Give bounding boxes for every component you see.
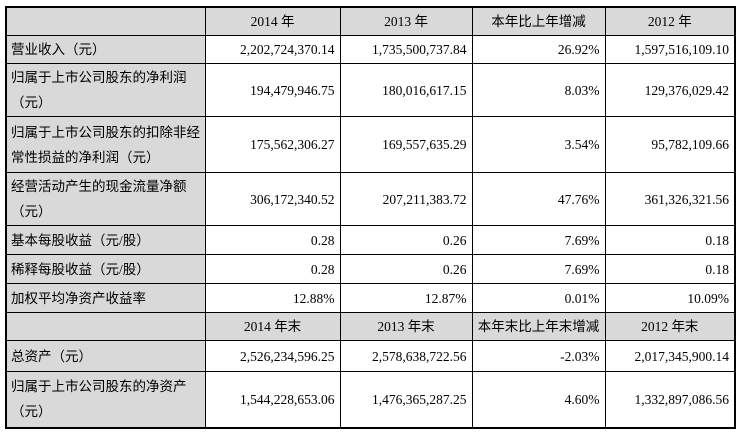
header-empty xyxy=(5,312,206,341)
cell-2014: 175,562,306.27 xyxy=(204,116,341,173)
cell-change: -2.03% xyxy=(471,340,606,372)
table-row-operating-cash-flow: 经营活动产生的现金流量净额（元） 306,172,340.52 207,211,… xyxy=(5,172,736,226)
cell-2013: 180,016,617.15 xyxy=(339,63,473,117)
table-row-basic-eps: 基本每股收益（元/股） 0.28 0.26 7.69% 0.18 xyxy=(5,225,736,255)
header-empty xyxy=(5,6,206,36)
cell-change: 4.60% xyxy=(471,371,606,428)
cell-change: 7.69% xyxy=(471,254,606,284)
cell-2012: 129,376,029.42 xyxy=(604,63,736,117)
header-row-year-end: 2014 年末 2013 年末 本年末比上年末增减 2012 年末 xyxy=(5,312,736,341)
row-label: 稀释每股收益（元/股） xyxy=(5,254,206,284)
header-2013-end: 2013 年末 xyxy=(339,312,473,341)
cell-2014: 1,544,228,653.06 xyxy=(204,371,341,428)
header-yoy-change: 本年比上年增减 xyxy=(471,6,606,36)
header-2012: 2012 年 xyxy=(604,6,736,36)
header-2014-end: 2014 年末 xyxy=(204,312,341,341)
cell-change: 7.69% xyxy=(471,225,606,255)
cell-2013: 207,211,383.72 xyxy=(339,172,473,226)
cell-2012: 0.18 xyxy=(604,254,736,284)
cell-2013: 0.26 xyxy=(339,254,473,284)
row-label: 加权平均净资产收益率 xyxy=(5,283,206,313)
cell-2012: 1,332,897,086.56 xyxy=(604,371,736,428)
cell-2013: 1,476,365,287.25 xyxy=(339,371,473,428)
table-row-diluted-eps: 稀释每股收益（元/股） 0.28 0.26 7.69% 0.18 xyxy=(5,254,736,284)
row-label: 归属于上市公司股东的净资产（元） xyxy=(5,371,206,428)
cell-2014: 0.28 xyxy=(204,254,341,284)
cell-2012: 10.09% xyxy=(604,283,736,313)
cell-2012: 95,782,109.66 xyxy=(604,116,736,173)
header-row-annual: 2014 年 2013 年 本年比上年增减 2012 年 xyxy=(5,6,736,36)
row-label: 归属于上市公司股东的净利润（元） xyxy=(5,63,206,117)
table-row-revenue: 营业收入（元） 2,202,724,370.14 1,735,500,737.8… xyxy=(5,35,736,64)
table-row-net-assets: 归属于上市公司股东的净资产（元） 1,544,228,653.06 1,476,… xyxy=(5,371,736,428)
cell-2014: 12.88% xyxy=(204,283,341,313)
cell-2014: 2,526,234,596.25 xyxy=(204,340,341,372)
cell-2014: 2,202,724,370.14 xyxy=(204,35,341,64)
cell-change: 47.76% xyxy=(471,172,606,226)
cell-2012: 0.18 xyxy=(604,225,736,255)
header-2013: 2013 年 xyxy=(339,6,473,36)
table-row-net-profit: 归属于上市公司股东的净利润（元） 194,479,946.75 180,016,… xyxy=(5,63,736,117)
cell-2012: 2,017,345,900.14 xyxy=(604,340,736,372)
cell-change: 3.54% xyxy=(471,116,606,173)
cell-2012: 361,326,321.56 xyxy=(604,172,736,226)
cell-2013: 1,735,500,737.84 xyxy=(339,35,473,64)
row-label: 归属于上市公司股东的扣除非经常性损益的净利润（元） xyxy=(5,116,206,173)
cell-2013: 12.87% xyxy=(339,283,473,313)
financial-summary-table-wrap: 2014 年 2013 年 本年比上年增减 2012 年 营业收入（元） 2,2… xyxy=(5,6,736,429)
row-label: 基本每股收益（元/股） xyxy=(5,225,206,255)
cell-change: 8.03% xyxy=(471,63,606,117)
cell-2014: 0.28 xyxy=(204,225,341,255)
cell-2013: 169,557,635.29 xyxy=(339,116,473,173)
cell-change: 0.01% xyxy=(471,283,606,313)
cell-2013: 2,578,638,722.56 xyxy=(339,340,473,372)
cell-2013: 0.26 xyxy=(339,225,473,255)
cell-2014: 194,479,946.75 xyxy=(204,63,341,117)
row-label: 总资产（元） xyxy=(5,340,206,372)
table-row-weighted-avg-roe: 加权平均净资产收益率 12.88% 12.87% 0.01% 10.09% xyxy=(5,283,736,313)
table-row-total-assets: 总资产（元） 2,526,234,596.25 2,578,638,722.56… xyxy=(5,340,736,372)
row-label: 营业收入（元） xyxy=(5,35,206,64)
cell-2014: 306,172,340.52 xyxy=(204,172,341,226)
header-2012-end: 2012 年末 xyxy=(604,312,736,341)
header-year-end-change: 本年末比上年末增减 xyxy=(471,312,606,341)
header-2014: 2014 年 xyxy=(204,6,341,36)
cell-change: 26.92% xyxy=(471,35,606,64)
row-label: 经营活动产生的现金流量净额（元） xyxy=(5,172,206,226)
table-row-net-profit-excl-nonrecurring: 归属于上市公司股东的扣除非经常性损益的净利润（元） 175,562,306.27… xyxy=(5,116,736,173)
cell-2012: 1,597,516,109.10 xyxy=(604,35,736,64)
financial-summary-table: 2014 年 2013 年 本年比上年增减 2012 年 营业收入（元） 2,2… xyxy=(5,6,736,429)
